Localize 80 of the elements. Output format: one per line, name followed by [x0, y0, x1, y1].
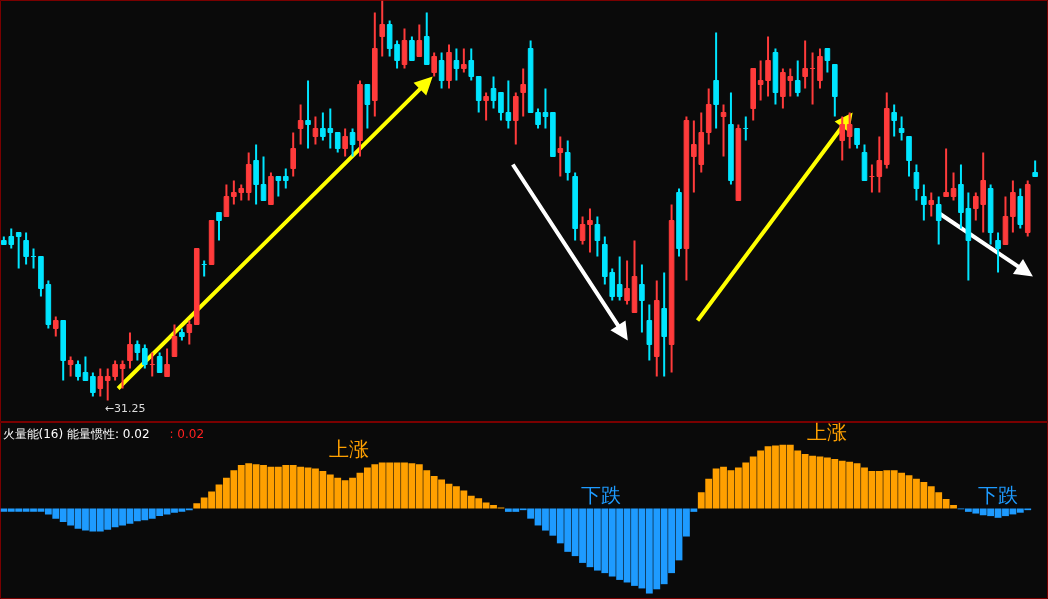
annotation: 下跌	[581, 483, 622, 508]
candlestick	[906, 135, 912, 178]
candlestick	[164, 347, 170, 378]
candlestick	[468, 47, 475, 82]
candlestick	[557, 135, 564, 178]
candlestick	[364, 83, 371, 130]
candlestick	[431, 51, 437, 78]
candlestick	[639, 263, 645, 334]
candlestick	[461, 47, 467, 74]
candlestick	[186, 319, 193, 346]
candlestick	[290, 131, 296, 178]
candlestick	[646, 303, 653, 362]
candlestick	[15, 231, 22, 270]
candlestick	[490, 75, 497, 110]
candlestick	[839, 115, 846, 162]
chart-subtitle: : 0.02	[169, 426, 205, 441]
candlestick	[876, 135, 883, 194]
candlestick	[334, 131, 341, 154]
candlestick	[67, 355, 74, 378]
candlestick	[305, 79, 311, 150]
candlestick	[950, 171, 957, 202]
candlestick	[119, 359, 126, 390]
text: 上涨	[807, 419, 848, 444]
text: ←31.25	[104, 401, 146, 415]
candlestick	[52, 315, 59, 338]
candlestick	[928, 191, 935, 218]
candlestick	[90, 371, 96, 398]
candlestick	[156, 351, 163, 374]
candlestick	[921, 183, 927, 222]
chart-title: 火量能(16) 能量惯性: 0.02	[2, 426, 150, 441]
candlestick	[713, 31, 719, 130]
candlestick	[898, 115, 905, 142]
candlestick	[846, 111, 853, 150]
candlestick	[216, 211, 222, 242]
candlestick	[542, 87, 549, 130]
candlestick	[342, 127, 348, 158]
candlestick	[275, 175, 282, 198]
candlestick	[453, 47, 460, 82]
annotation: 下跌	[978, 483, 1019, 508]
candlestick	[223, 183, 230, 218]
candlestick	[995, 231, 1001, 274]
candlestick	[802, 39, 808, 90]
candlestick	[794, 59, 801, 98]
candlestick	[127, 331, 133, 370]
annotation: 上涨	[328, 437, 369, 462]
candlestick	[824, 47, 831, 74]
candlestick	[483, 91, 489, 122]
candlestick	[817, 47, 823, 90]
candlestick	[416, 23, 423, 58]
candlestick	[260, 155, 267, 202]
candlestick	[594, 215, 601, 258]
candlestick	[891, 103, 897, 138]
candlestick	[23, 231, 29, 266]
candlestick	[520, 67, 526, 118]
candlestick	[564, 139, 571, 182]
candlestick	[75, 359, 81, 382]
candlestick	[438, 51, 445, 90]
candlestick	[282, 167, 289, 190]
candlestick	[401, 27, 408, 70]
candlestick	[134, 339, 141, 362]
candlestick	[349, 127, 356, 158]
candlestick	[616, 255, 623, 302]
candlestick	[253, 143, 259, 206]
candlestick	[720, 103, 727, 158]
candlestick	[943, 147, 949, 198]
candlestick	[475, 75, 482, 114]
candlestick	[512, 91, 519, 146]
candlestick	[97, 367, 104, 398]
candlestick	[1010, 179, 1016, 234]
candlestick	[379, 0, 386, 58]
candlestick	[935, 195, 942, 246]
candlestick	[171, 323, 178, 358]
candlestick	[913, 163, 920, 202]
candlestick	[624, 259, 630, 306]
candlestick	[297, 103, 304, 146]
candlestick	[409, 35, 415, 62]
candlestick	[854, 127, 860, 150]
candlestick	[142, 343, 148, 370]
candlestick	[82, 355, 89, 382]
candlestick	[312, 115, 319, 146]
